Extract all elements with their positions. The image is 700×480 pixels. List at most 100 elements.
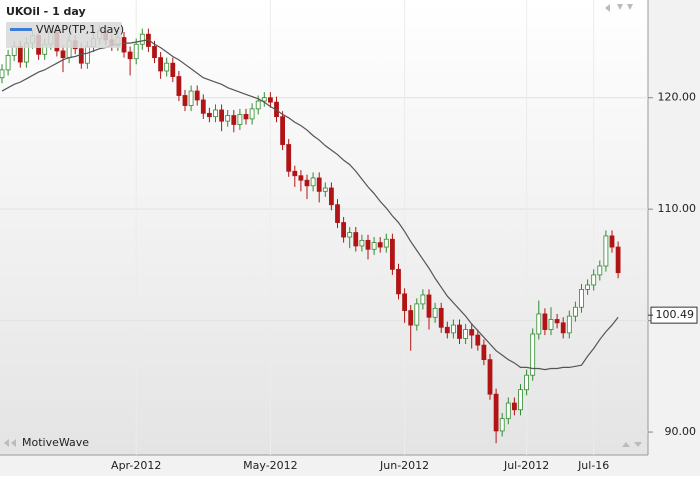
candle-body xyxy=(548,319,554,330)
candle-body xyxy=(316,177,322,192)
scroll-icon[interactable] xyxy=(4,439,16,447)
candle-body xyxy=(573,306,578,317)
y-tick-label: 90.00 xyxy=(665,425,697,438)
candle-body xyxy=(408,310,414,326)
zoom-icons[interactable] xyxy=(622,442,642,447)
legend-box xyxy=(6,22,122,48)
candle-body xyxy=(78,48,84,64)
candle-body xyxy=(152,46,157,59)
candle-body xyxy=(139,33,145,45)
candle-body xyxy=(206,112,212,118)
plot-background xyxy=(0,0,648,455)
price-label: 100.49 xyxy=(656,308,695,321)
candle-body xyxy=(267,97,273,103)
candle-body xyxy=(0,69,5,79)
candle-body xyxy=(292,170,298,177)
candle-body xyxy=(225,115,231,122)
candle-body xyxy=(499,418,505,432)
candle-body xyxy=(414,303,420,326)
candle-body xyxy=(444,326,450,334)
candle-body xyxy=(377,242,383,248)
candle-body xyxy=(463,329,469,339)
candle-body xyxy=(164,62,170,72)
candle-body xyxy=(615,246,621,274)
nav-icons[interactable] xyxy=(605,4,633,12)
candle-body xyxy=(200,99,206,114)
candle-body xyxy=(585,284,590,290)
candle-body xyxy=(469,329,475,336)
candle-body xyxy=(603,235,609,267)
y-tick-label: 120.00 xyxy=(658,91,697,104)
candle-body xyxy=(121,37,127,53)
candle-body xyxy=(158,57,164,72)
candle-body xyxy=(383,238,389,248)
candle-body xyxy=(579,289,584,308)
candle-body xyxy=(396,268,401,295)
candle-body xyxy=(402,293,408,311)
candle-body xyxy=(188,90,194,106)
x-tick-label: May-2012 xyxy=(243,459,298,472)
candle-body xyxy=(322,187,328,192)
candle-body xyxy=(542,313,548,330)
candle-body xyxy=(560,322,566,334)
candle-body xyxy=(219,109,225,122)
candle-body xyxy=(280,116,286,145)
candle-body xyxy=(432,307,438,318)
x-tick-label: Apr-2012 xyxy=(111,459,161,472)
candle-body xyxy=(17,46,23,63)
candle-body xyxy=(457,324,462,339)
candle-body xyxy=(127,51,133,60)
axis-panel xyxy=(648,0,700,476)
candle-body xyxy=(310,177,316,187)
candle-body xyxy=(243,114,249,120)
legend-swatch xyxy=(10,28,32,31)
x-tick-label: Jul-16 xyxy=(577,459,609,472)
candle-body xyxy=(261,97,267,102)
candle-body xyxy=(170,62,176,77)
x-axis-panel xyxy=(0,455,648,476)
candle-body xyxy=(536,313,542,335)
candle-body xyxy=(213,109,218,118)
candle-body xyxy=(518,389,523,411)
candle-body xyxy=(286,144,292,172)
candle-body xyxy=(133,43,139,60)
candle-body xyxy=(347,232,353,238)
y-tick-label: 110.00 xyxy=(658,202,697,215)
candle-body xyxy=(609,235,615,248)
candle-body xyxy=(237,114,243,125)
candle-body xyxy=(60,50,66,59)
candle-body xyxy=(438,307,444,328)
candle-body xyxy=(335,204,340,223)
candle-body xyxy=(524,374,529,391)
candle-body xyxy=(359,239,365,247)
candle-body xyxy=(426,294,432,318)
candle-body xyxy=(365,239,371,250)
x-tick-label: Jun-2012 xyxy=(379,459,429,472)
candle-body xyxy=(176,76,182,96)
candle-body xyxy=(85,46,90,64)
candle-body xyxy=(389,238,395,270)
candle-body xyxy=(493,393,499,432)
candle-body xyxy=(505,402,511,420)
candle-body xyxy=(450,324,456,334)
candle-body xyxy=(231,115,237,125)
candle-body xyxy=(194,90,200,101)
candle-body xyxy=(328,187,334,206)
candle-body xyxy=(512,402,517,411)
candle-body xyxy=(304,179,310,187)
candle-body xyxy=(182,95,188,106)
candle-body xyxy=(566,315,572,334)
candle-body xyxy=(475,334,481,346)
plot xyxy=(0,0,648,455)
x-tick-label: Jul-2012 xyxy=(503,459,549,472)
candle-body xyxy=(481,344,487,361)
candle-body xyxy=(597,265,603,276)
chart-title: UKOil - 1 day xyxy=(6,5,86,18)
candle-body xyxy=(371,242,377,250)
candle-body xyxy=(591,274,597,286)
candle-body xyxy=(353,232,359,247)
candle-body xyxy=(298,175,304,181)
candle-body xyxy=(420,294,426,305)
legend-label: VWAP(TP,1 day) xyxy=(36,23,124,36)
